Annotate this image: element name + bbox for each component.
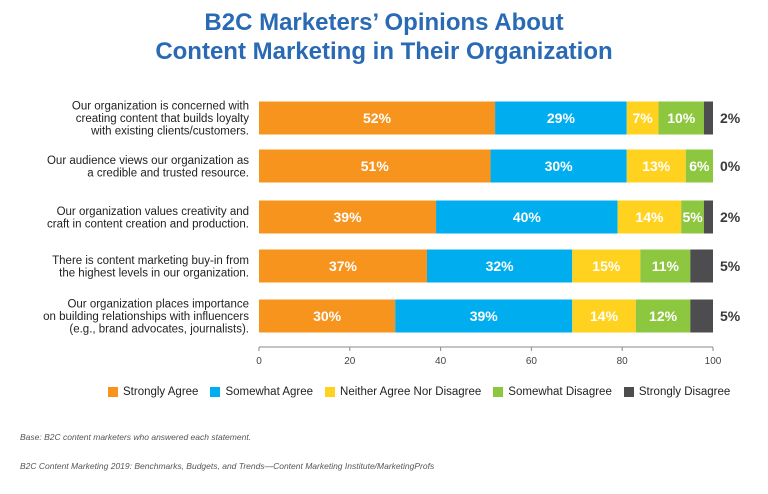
category-label: There is content marketing buy-in from — [52, 255, 249, 267]
data-label: 5% — [682, 209, 703, 225]
category-label: Our organization is concerned with — [72, 101, 249, 113]
bar-segment — [685, 149, 713, 183]
stacked-bar-chart: Our organization is concerned withcreati… — [43, 101, 741, 368]
bar-segment — [617, 200, 682, 234]
bar-segment — [703, 200, 713, 234]
legend-swatch — [325, 387, 336, 397]
data-label: 14% — [635, 209, 664, 225]
bar-segment — [426, 249, 573, 283]
legend-swatch — [623, 387, 634, 397]
bar-segment — [436, 200, 618, 234]
data-label: 52% — [363, 110, 392, 126]
data-label: 10% — [667, 110, 696, 126]
legend-label: Neither Agree Nor Disagree — [340, 386, 482, 398]
legend-label: Somewhat Disagree — [508, 386, 612, 398]
bar-segment — [703, 101, 713, 135]
category-label: craft in content creation and production… — [47, 218, 249, 230]
x-tick-label: 20 — [344, 356, 356, 367]
category-label: the highest levels in our organization. — [59, 267, 249, 279]
bar-segment — [259, 101, 496, 135]
data-label: 6% — [689, 158, 710, 174]
data-label: 30% — [313, 308, 342, 324]
bar-segment — [495, 101, 627, 135]
legend-swatch — [210, 387, 221, 397]
data-label: 12% — [649, 308, 678, 324]
x-tick-label: 100 — [705, 356, 722, 367]
category-label: on building relationships with influence… — [43, 311, 249, 323]
data-label: 5% — [720, 308, 741, 324]
footnote-base: Base: B2C content marketers who answered… — [20, 432, 252, 442]
data-label: 5% — [720, 258, 741, 274]
data-label: 0% — [720, 158, 741, 174]
data-label: 39% — [334, 209, 363, 225]
bar-segment — [259, 249, 427, 283]
data-label: 15% — [592, 258, 621, 274]
legend-item: Strongly Disagree — [623, 386, 731, 398]
footnote-source: B2C Content Marketing 2019: Benchmarks, … — [20, 461, 435, 471]
data-label: 39% — [470, 308, 499, 324]
bar-segment — [572, 249, 641, 283]
chart-title: B2C Marketers’ Opinions About Content Ma… — [0, 8, 768, 66]
bar-segment — [690, 299, 713, 333]
data-label: 32% — [486, 258, 515, 274]
bar-segment — [259, 299, 396, 333]
category-label: creating content that builds loyalty — [76, 113, 249, 125]
legend-swatch — [108, 387, 118, 397]
category-label: (e.g., brand advocates, journalists). — [69, 324, 249, 336]
data-label: 51% — [361, 158, 390, 174]
chart-title-line-1: B2C Marketers’ Opinions About — [204, 9, 564, 36]
legend-item: Somewhat Disagree — [493, 386, 612, 398]
bar-segment — [259, 149, 491, 183]
x-tick-label: 0 — [256, 356, 262, 367]
bar-segment — [635, 299, 691, 333]
legend-item: Somewhat Agree — [210, 386, 313, 398]
bar-segment — [681, 200, 704, 234]
legend-swatch — [493, 387, 504, 397]
bar-segment — [395, 299, 573, 333]
bar-segment — [690, 249, 713, 283]
bar-segment — [490, 149, 627, 183]
bar-segment — [658, 101, 704, 135]
legend-item: Strongly Agree — [108, 386, 198, 398]
bar-segment — [572, 299, 636, 333]
bar-segment — [259, 200, 437, 234]
data-label: 7% — [633, 110, 654, 126]
x-tick-label: 80 — [617, 356, 629, 367]
legend-label: Somewhat Agree — [225, 386, 314, 398]
data-label: 11% — [652, 258, 680, 274]
data-label: 13% — [642, 158, 671, 174]
data-label: 14% — [590, 308, 619, 324]
category-label: with existing clients/customers. — [90, 126, 249, 138]
legend-label: Strongly Agree — [123, 386, 199, 398]
bar-segment — [640, 249, 691, 283]
category-label: a credible and trusted resource. — [87, 167, 249, 179]
x-tick-label: 60 — [526, 356, 538, 367]
data-label: 30% — [545, 158, 574, 174]
x-tick-label: 40 — [435, 356, 447, 367]
data-label: 2% — [720, 209, 741, 225]
data-label: 29% — [547, 110, 576, 126]
category-label: Our audience views our organization as — [47, 155, 249, 167]
data-label: 2% — [720, 110, 741, 126]
chart-title-line-2: Content Marketing in Their Organization — [155, 38, 613, 65]
bar-segment — [626, 149, 686, 183]
chart-legend: Strongly Agree Somewhat Agree Neither Agre… — [108, 386, 730, 398]
data-label: 37% — [329, 258, 358, 274]
data-label: 40% — [513, 209, 542, 225]
category-label: Our organization values creativity and — [57, 206, 249, 218]
legend-label: Strongly Disagree — [638, 386, 731, 398]
bar-segment — [626, 101, 659, 135]
legend-item: Neither Agree Nor Disagree — [325, 386, 481, 398]
category-label: Our organization places importance — [67, 299, 249, 311]
